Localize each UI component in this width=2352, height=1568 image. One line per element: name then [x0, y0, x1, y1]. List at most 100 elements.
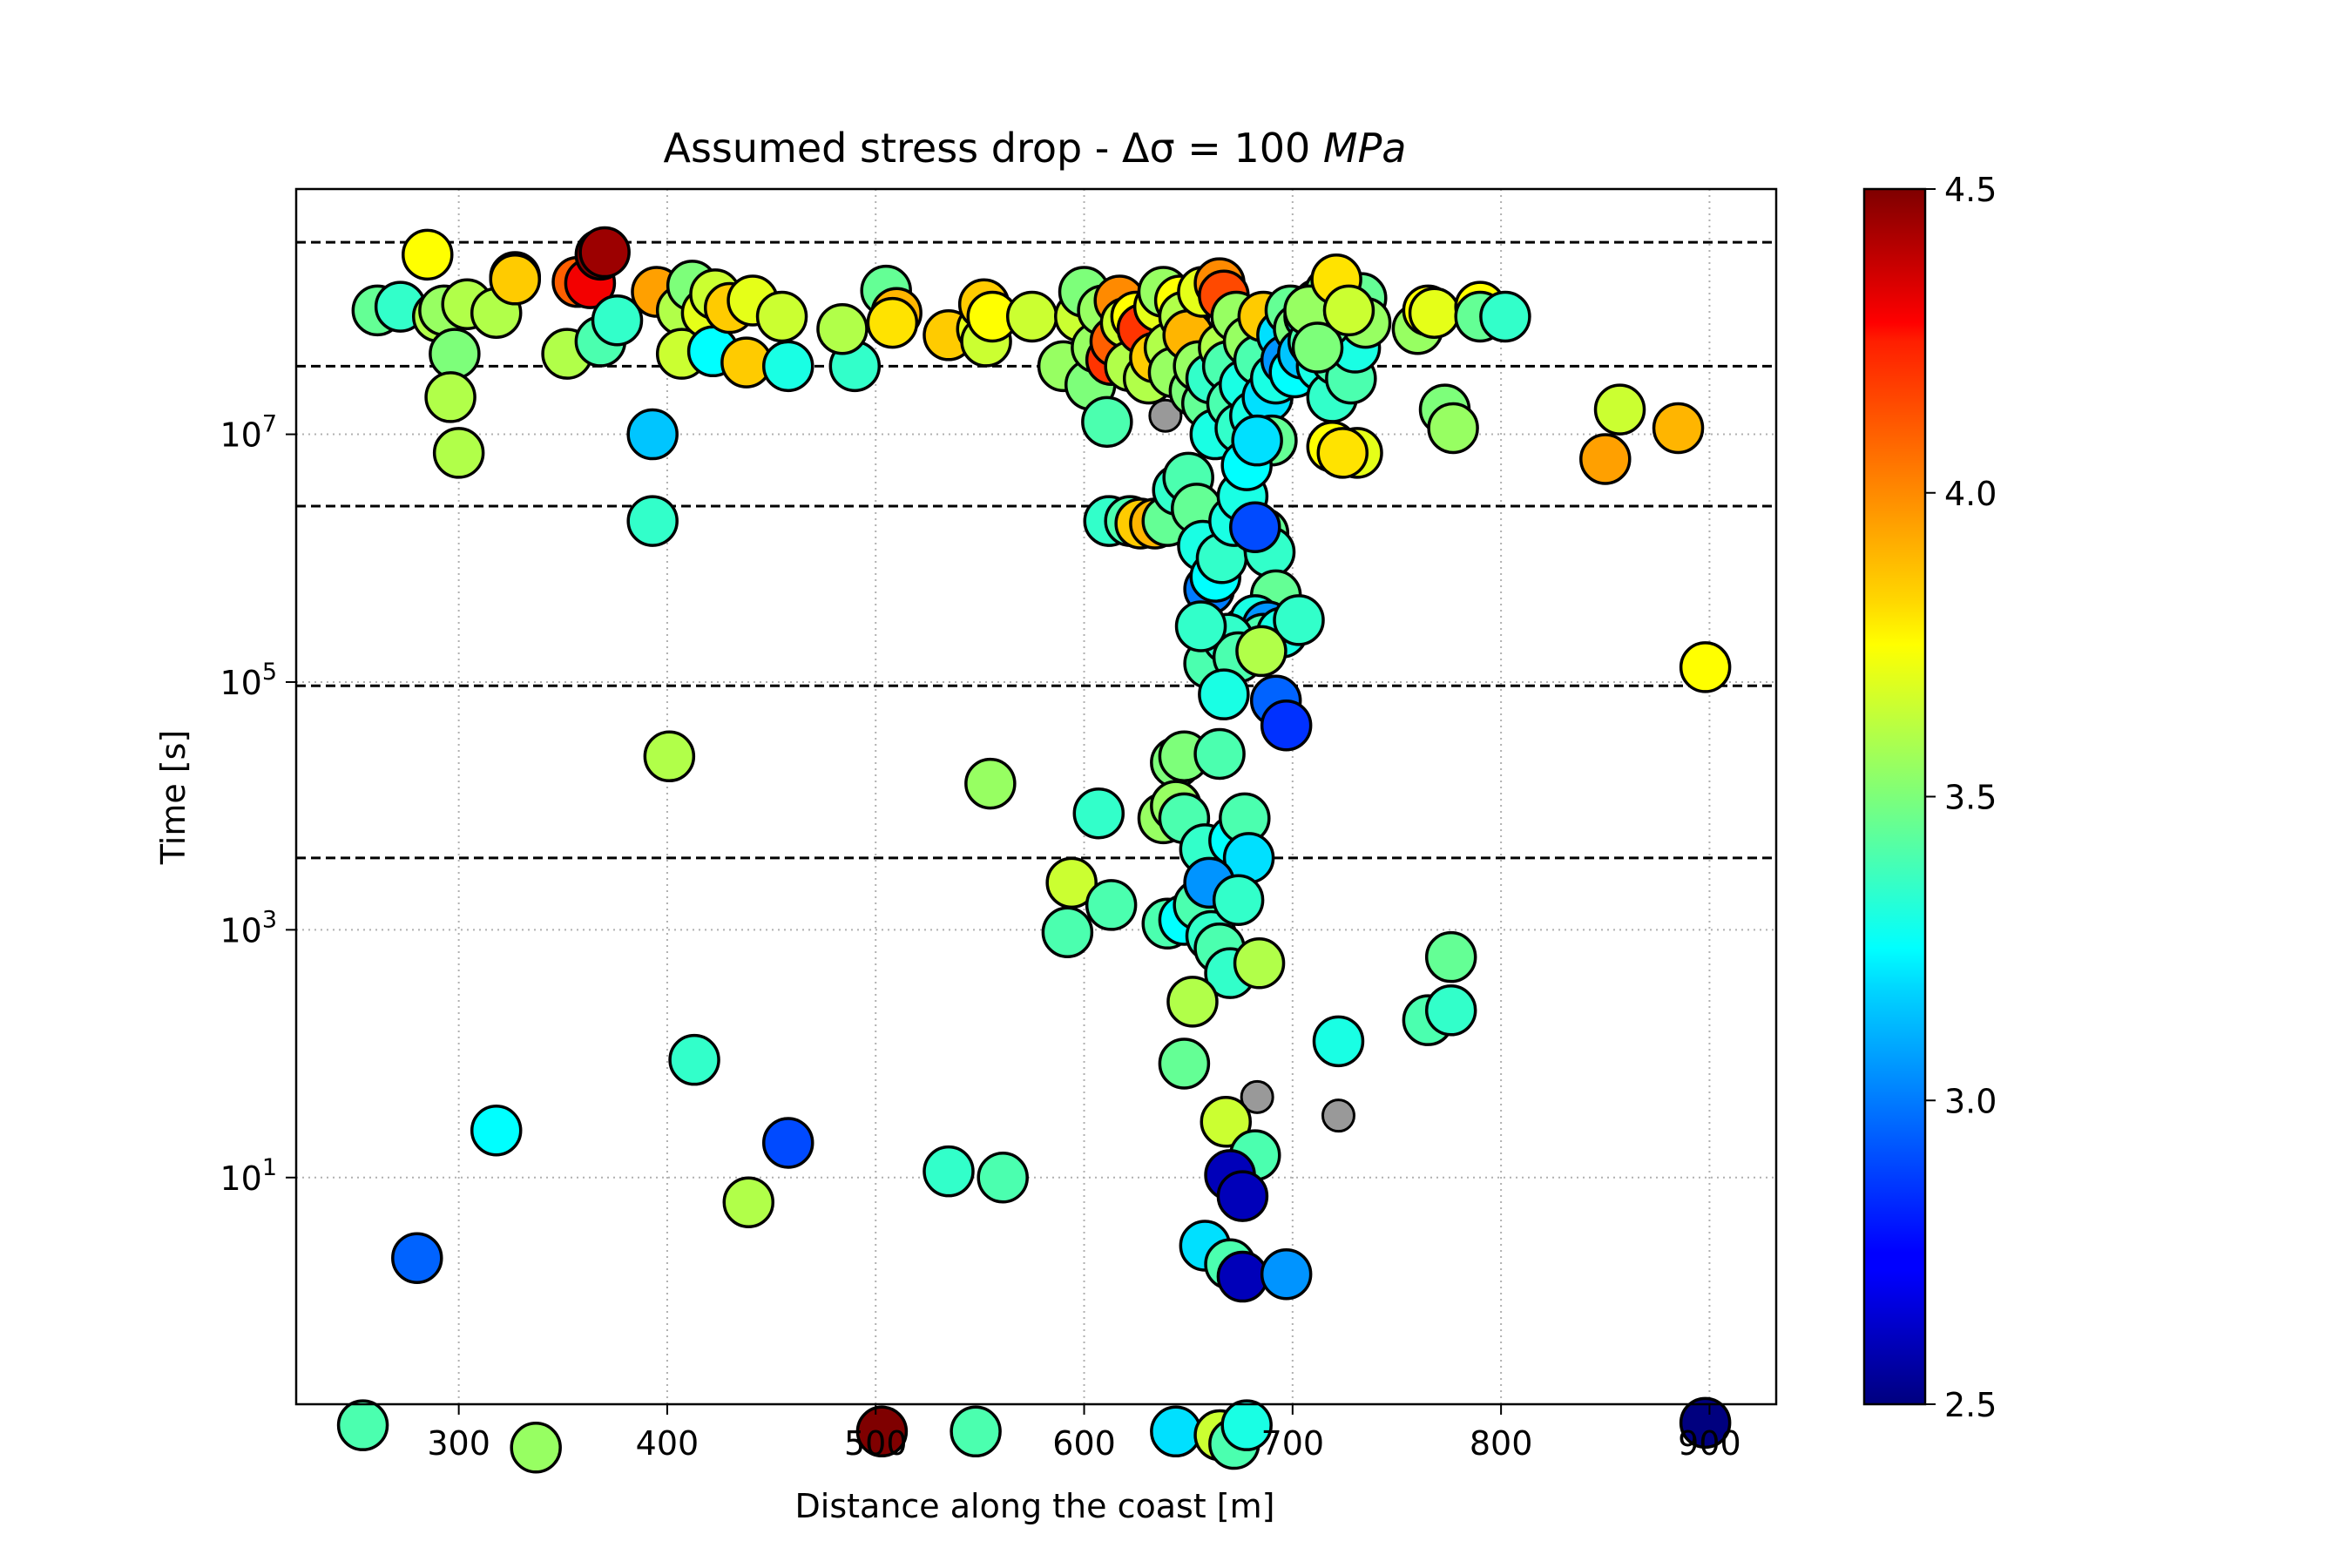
data-point	[1291, 321, 1344, 374]
data-point	[1166, 976, 1219, 1028]
data-point	[1220, 1399, 1273, 1451]
data-point	[1072, 787, 1125, 840]
colorbar-gradient	[1862, 187, 1927, 1406]
data-point	[855, 1405, 909, 1458]
data-point	[1593, 383, 1646, 436]
x-ticks: 300 400 500 600 700 800 900	[427, 1404, 1741, 1463]
data-point	[1679, 641, 1732, 693]
data-point	[1041, 906, 1094, 958]
data-point	[1260, 1247, 1313, 1301]
y-tick-label: 101	[220, 1154, 277, 1198]
data-point	[1424, 930, 1477, 983]
data-point	[964, 757, 1017, 810]
data-point	[1679, 1396, 1732, 1450]
data-point	[1479, 290, 1531, 343]
data-point	[1231, 414, 1283, 467]
data-point	[1193, 727, 1246, 781]
y-tick-label: 107	[220, 411, 277, 455]
data-point	[1579, 433, 1632, 485]
no-value-point	[1240, 1079, 1274, 1114]
plot-background	[296, 189, 1776, 1404]
data-point	[578, 226, 631, 279]
data-point	[1322, 284, 1375, 337]
data-point	[1216, 1170, 1269, 1222]
data-point	[816, 302, 868, 355]
data-point	[336, 1399, 389, 1451]
data-point	[1408, 287, 1461, 339]
data-points	[336, 226, 1732, 1474]
y-tick-label: 103	[220, 906, 277, 950]
colorbar: 2.5 3.0 3.5 4.0 4.5	[1862, 171, 1997, 1424]
data-point	[1233, 937, 1286, 990]
data-point	[761, 1117, 814, 1169]
data-point	[1085, 879, 1138, 931]
colorbar-tick-label: 4.0	[1944, 475, 1997, 513]
data-point	[1273, 594, 1325, 646]
data-point	[591, 294, 644, 347]
data-point	[626, 495, 679, 547]
data-point	[432, 427, 485, 479]
data-point	[626, 408, 679, 461]
data-point	[470, 1104, 523, 1157]
y-tick-base: 10	[220, 416, 261, 455]
x-tick-label: 900	[1678, 1424, 1741, 1463]
x-tick-label: 400	[636, 1424, 700, 1463]
data-point	[722, 1176, 775, 1228]
data-point	[950, 1405, 1002, 1458]
data-point	[1260, 699, 1313, 752]
data-point	[1427, 402, 1479, 455]
x-tick-label: 800	[1470, 1424, 1533, 1463]
data-point	[1174, 600, 1227, 652]
no-value-point	[1321, 1098, 1355, 1133]
y-tick-exponent: 3	[262, 906, 277, 933]
data-point	[1229, 501, 1281, 553]
data-point	[1081, 395, 1133, 449]
no-value-point	[1148, 398, 1183, 433]
data-point	[402, 228, 454, 281]
y-tick-base: 10	[220, 911, 261, 950]
reference-lines	[296, 240, 1776, 860]
colorbar-tick-label: 3.0	[1944, 1082, 1997, 1120]
data-point	[755, 290, 808, 343]
data-point	[1212, 874, 1265, 926]
data-point	[429, 328, 481, 380]
y-tick-label: 105	[220, 659, 277, 702]
data-point	[1158, 1037, 1211, 1090]
x-tick-label: 600	[1052, 1424, 1116, 1463]
x-tick-label: 700	[1261, 1424, 1325, 1463]
x-tick-label: 300	[427, 1424, 490, 1463]
data-point	[510, 1422, 562, 1474]
data-point	[1198, 668, 1250, 720]
chart-title: Assumed stress drop - Δσ = 100 MPa	[664, 125, 1407, 172]
y-axis-label: Time [s]	[154, 730, 193, 866]
colorbar-tick-label: 2.5	[1944, 1386, 1997, 1424]
colorbar-ticks: 2.5 3.0 3.5 4.0 4.5	[1925, 171, 1997, 1424]
data-point	[866, 296, 919, 349]
y-tick-base: 10	[220, 664, 261, 702]
data-point	[923, 1145, 975, 1198]
chart-title-prefix: Assumed stress drop - Δσ = 100	[664, 125, 1323, 172]
y-tick-exponent: 5	[262, 659, 277, 686]
data-point	[1150, 1405, 1202, 1458]
data-point	[1316, 427, 1369, 479]
y-tick-exponent: 7	[262, 411, 277, 438]
chart-title-unit: MPa	[1323, 125, 1407, 172]
data-point	[668, 1033, 720, 1086]
data-point	[1312, 1015, 1365, 1068]
data-point	[1216, 1250, 1269, 1303]
data-point	[761, 340, 814, 393]
data-point	[1235, 625, 1288, 678]
colorbar-tick-label: 3.5	[1944, 779, 1997, 817]
x-axis-label: Distance along the coast [m]	[795, 1487, 1275, 1525]
data-point	[424, 371, 476, 423]
data-point	[643, 730, 696, 783]
data-point	[1652, 402, 1705, 455]
data-point	[1005, 290, 1058, 343]
data-point	[1424, 984, 1477, 1037]
y-tick-base: 10	[220, 1159, 261, 1198]
y-tick-exponent: 1	[262, 1154, 277, 1181]
data-point	[489, 253, 542, 306]
